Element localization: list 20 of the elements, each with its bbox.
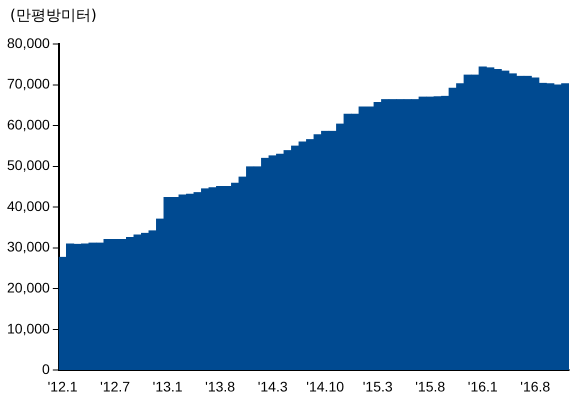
y-tick-label: 60,000 [6, 116, 50, 132]
y-tick-label: 10,000 [6, 320, 50, 336]
y-tick-label: 80,000 [6, 34, 50, 51]
y-tick-label: 70,000 [6, 76, 50, 92]
x-tick-label: '12.1 [48, 378, 78, 394]
x-tick-label: '15.3 [362, 378, 393, 394]
y-tick-label: 0 [42, 361, 50, 378]
x-tick-label: '12.7 [100, 378, 130, 394]
y-tick-label: 30,000 [6, 238, 50, 255]
y-axis-title: (만평방미터) [10, 6, 97, 25]
x-tick-label: '16.8 [520, 378, 550, 394]
x-tick-label: '13.1 [152, 378, 183, 394]
x-tick-label: '14.10 [306, 378, 344, 394]
x-tick-label: '15.8 [415, 378, 446, 394]
x-tick-label: '16.1 [468, 378, 498, 394]
y-tick-label: 50,000 [6, 157, 50, 174]
x-tick-label: '13.8 [205, 378, 236, 394]
y-tick-label: 40,000 [6, 198, 50, 214]
x-tick-label: '14.3 [258, 378, 288, 394]
y-tick-label: 20,000 [6, 280, 50, 296]
